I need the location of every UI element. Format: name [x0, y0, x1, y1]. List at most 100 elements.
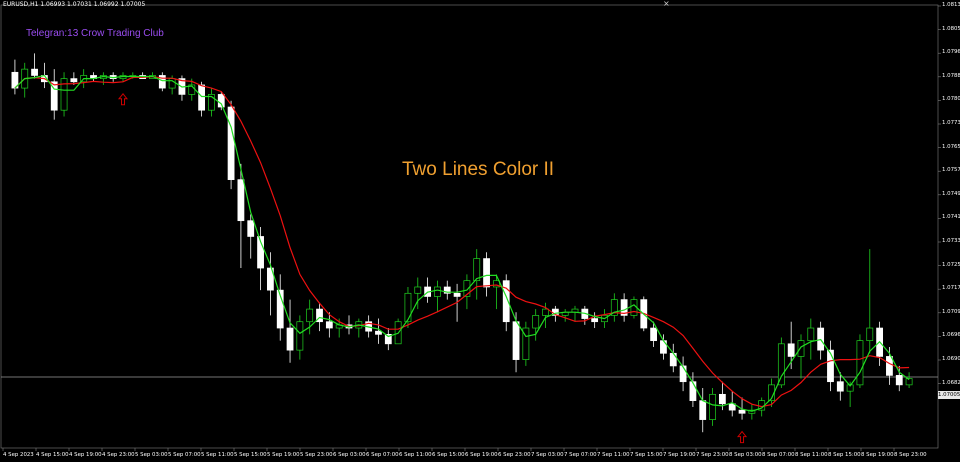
price-axis-label: 1.07655 — [942, 143, 960, 150]
candle-body — [434, 286, 441, 297]
candle-body — [384, 333, 392, 345]
telegram-label: Telegran:13 Crow Trading Club — [26, 28, 164, 39]
price-axis-label: 1.07575 — [942, 167, 960, 174]
time-axis-label: 6 Sep 23:00 — [498, 452, 531, 458]
candle-body — [316, 308, 323, 323]
time-axis-label: 8 Sep 03:00 — [729, 452, 762, 458]
time-axis-label: 5 Sep 03:00 — [135, 452, 168, 458]
up-arrow-icon — [737, 430, 748, 444]
price-axis-label: 1.07965 — [942, 49, 960, 56]
time-axis-label: 8 Sep 19:00 — [861, 452, 894, 458]
candle-body — [709, 393, 716, 420]
time-axis-label: 8 Sep 15:00 — [828, 452, 861, 458]
candle-body — [168, 78, 176, 89]
time-axis-label: 6 Sep 15:00 — [432, 452, 465, 458]
candle-body — [217, 94, 225, 108]
candle-body — [610, 299, 618, 316]
candle-body — [325, 321, 333, 329]
time-axis-label: 6 Sep 03:00 — [333, 452, 366, 458]
symbol-info: EURUSD,H1 1.06993 1.07031 1.06992 1.0700… — [3, 1, 146, 8]
time-axis-label: 8 Sep 11:00 — [795, 452, 828, 458]
candle-body — [375, 330, 382, 335]
candle-body — [522, 327, 530, 360]
candle-body — [807, 327, 815, 342]
up-arrow-icon — [117, 92, 129, 106]
time-axis-label: 5 Sep 07:00 — [168, 452, 201, 458]
fast-line — [14, 74, 910, 412]
time-axis-label: 7 Sep 03:00 — [531, 452, 564, 458]
price-axis-label: 1.07735 — [942, 120, 960, 126]
candle-body — [50, 81, 58, 111]
candle-body — [886, 356, 893, 376]
price-axis-label: 1.07255 — [942, 261, 960, 268]
close-icon[interactable]: × — [663, 0, 670, 8]
candle-body — [443, 286, 451, 294]
candle-body — [787, 343, 795, 357]
time-axis-label: 4 Sep 23:00 — [102, 452, 135, 458]
candle-body — [718, 393, 726, 405]
candle-body — [257, 236, 264, 269]
chart-frame — [0, 4, 939, 449]
candle-body — [198, 84, 206, 111]
time-axis-label: 6 Sep 11:00 — [399, 452, 432, 458]
candle-body — [836, 381, 844, 392]
candle-body — [532, 315, 540, 329]
time-axis-label: 7 Sep 11:00 — [597, 452, 630, 458]
time-axis-label: 5 Sep 19:00 — [267, 452, 300, 458]
price-axis-label: 1.07175 — [942, 285, 960, 292]
time-axis-label: 8 Sep 07:00 — [762, 452, 795, 458]
candle-body — [227, 106, 235, 180]
price-axis-label: 1.07805 — [942, 96, 960, 103]
price-axis-label: 1.08055 — [942, 25, 960, 32]
price-axis-label: 1.08135 — [942, 2, 960, 8]
candle-body — [856, 340, 864, 386]
candle-body — [895, 375, 903, 386]
price-axis-label: 1.07885 — [942, 72, 960, 79]
candle-body — [738, 409, 746, 414]
candle-body — [699, 400, 707, 420]
candle-body — [286, 327, 294, 351]
price-axis-label: 1.06965 — [942, 332, 960, 339]
candle-body — [276, 289, 284, 329]
candle-body — [158, 75, 166, 89]
time-axis-label: 7 Sep 23:00 — [696, 452, 729, 458]
indicator-name: Two Lines Color II — [402, 159, 555, 180]
candle-body — [247, 220, 255, 237]
time-axis-label: 8 Sep 23:00 — [894, 452, 927, 458]
candle-body — [689, 381, 697, 401]
candle-body — [905, 378, 913, 386]
candle-body — [306, 308, 314, 323]
time-axis-label: 5 Sep 11:00 — [201, 452, 234, 458]
time-axis-label: 4 Sep 15:00 — [36, 452, 69, 458]
candle-body — [414, 286, 422, 294]
current-price-badge: 1.07005 — [938, 391, 960, 399]
candle-body — [237, 179, 245, 222]
price-axis-label: 1.07095 — [942, 308, 960, 315]
time-axis-label: 7 Sep 07:00 — [564, 452, 597, 458]
candle-body — [60, 78, 68, 111]
candle-body — [463, 280, 471, 297]
time-axis-label: 7 Sep 19:00 — [663, 452, 696, 458]
candle-body — [70, 78, 78, 83]
candle-body — [266, 267, 274, 291]
time-axis-label: 5 Sep 15:00 — [234, 452, 267, 458]
time-axis-label: 4 Sep 2023 — [3, 452, 34, 458]
price-axis-label: 1.06825 — [942, 379, 960, 386]
time-axis-label: 5 Sep 23:00 — [300, 452, 333, 458]
time-axis-label: 6 Sep 07:00 — [366, 452, 399, 458]
time-axis-label: 4 Sep 19:00 — [69, 452, 102, 458]
candle-body — [669, 352, 677, 367]
price-axis-label: 1.07495 — [942, 190, 960, 197]
time-axis-label: 6 Sep 19:00 — [465, 452, 498, 458]
candle-body — [542, 308, 549, 316]
candle-body — [827, 349, 834, 383]
candle-body — [453, 292, 461, 297]
candle-body — [296, 321, 304, 351]
slow-line — [14, 75, 910, 408]
candle-body — [502, 280, 510, 323]
candle-body — [620, 299, 628, 316]
candle-body — [404, 292, 412, 323]
candle-body — [777, 343, 785, 386]
